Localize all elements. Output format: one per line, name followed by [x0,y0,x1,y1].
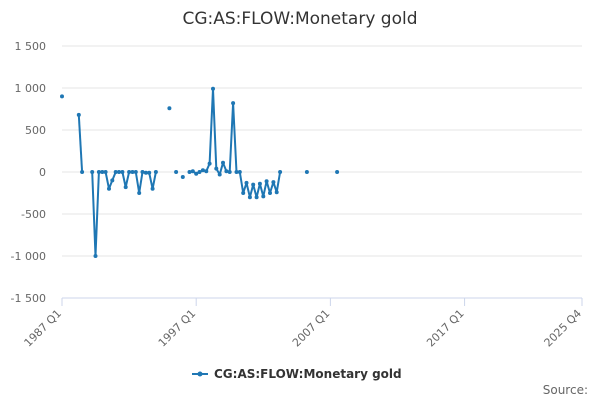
data-point[interactable] [257,181,262,186]
data-point[interactable] [200,168,205,173]
data-point[interactable] [261,194,266,199]
data-point[interactable] [211,86,215,91]
legend-label: CG:AS:FLOW:Monetary gold [214,367,402,381]
data-point[interactable] [221,160,225,165]
y-tick-label: 1 000 [15,82,47,95]
data-point[interactable] [247,195,252,200]
data-point[interactable] [227,170,232,174]
data-point[interactable] [197,170,202,174]
data-point[interactable] [180,175,185,179]
data-point[interactable] [103,170,108,174]
data-point[interactable] [143,170,148,175]
data-point[interactable] [244,180,249,185]
y-tick-label: -500 [21,208,46,221]
data-point[interactable] [60,94,64,99]
series-line [77,114,84,173]
data-point[interactable] [190,169,195,174]
data-point[interactable] [271,180,276,185]
data-point[interactable] [214,166,219,171]
x-tick-label: 2007 Q1 [290,307,333,350]
series-layer [60,86,340,258]
x-tick-label: 1997 Q1 [156,307,199,350]
data-point[interactable] [254,195,259,200]
legend[interactable]: CG:AS:FLOW:Monetary gold [192,367,402,381]
data-point[interactable] [304,170,309,174]
data-point[interactable] [174,170,179,174]
data-point[interactable] [76,112,81,117]
data-point[interactable] [274,190,279,195]
gridlines [62,45,582,299]
y-tick-label: 0 [39,166,46,179]
y-tick-label: -1 000 [11,250,46,263]
legend-marker-icon [197,371,203,377]
data-point[interactable] [130,170,135,174]
x-tick-label: 2025 Q4 [542,307,585,350]
x-tick-label: 1987 Q1 [22,307,65,350]
data-point[interactable] [241,191,246,195]
data-point[interactable] [187,170,192,174]
data-point[interactable] [147,170,152,175]
x-tick-label: 2017 Q1 [424,307,467,350]
y-tick-label: 1 500 [15,40,47,53]
data-point[interactable] [264,179,269,184]
data-point[interactable] [110,178,115,183]
data-point[interactable] [80,170,85,174]
data-point[interactable] [93,254,98,258]
data-point[interactable] [133,170,138,174]
data-point[interactable] [237,170,242,174]
data-point[interactable] [150,186,155,191]
data-point[interactable] [113,170,118,174]
data-point[interactable] [123,185,128,190]
data-point[interactable] [234,170,239,174]
data-point[interactable] [140,170,145,174]
data-point[interactable] [96,170,101,174]
data-point[interactable] [335,170,340,174]
y-tick-label: -1 500 [11,292,46,305]
data-point[interactable] [224,169,229,174]
chart-title: CG:AS:FLOW:Monetary gold [182,9,417,29]
data-point[interactable] [251,182,256,187]
data-point[interactable] [194,171,199,176]
y-axis: -1 500 -1 000 -500 0 500 1 000 1 500 [11,40,46,305]
data-point[interactable] [107,186,111,191]
data-point[interactable] [231,101,236,106]
data-point[interactable] [217,172,222,177]
data-point[interactable] [100,170,105,174]
data-point[interactable] [278,170,283,174]
source-label: Source: [543,383,588,397]
y-tick-label: 500 [25,124,46,137]
data-point[interactable] [207,161,212,166]
data-point[interactable] [153,170,158,174]
data-point[interactable] [137,191,142,195]
x-axis: 1987 Q1 1997 Q1 2007 Q1 2017 Q1 2025 Q4 [22,297,585,350]
data-point[interactable] [268,191,272,195]
data-point[interactable] [117,170,121,174]
data-point[interactable] [167,106,172,111]
data-point[interactable] [127,170,132,174]
data-point[interactable] [90,170,95,174]
data-point[interactable] [204,169,209,174]
data-point[interactable] [120,170,125,174]
